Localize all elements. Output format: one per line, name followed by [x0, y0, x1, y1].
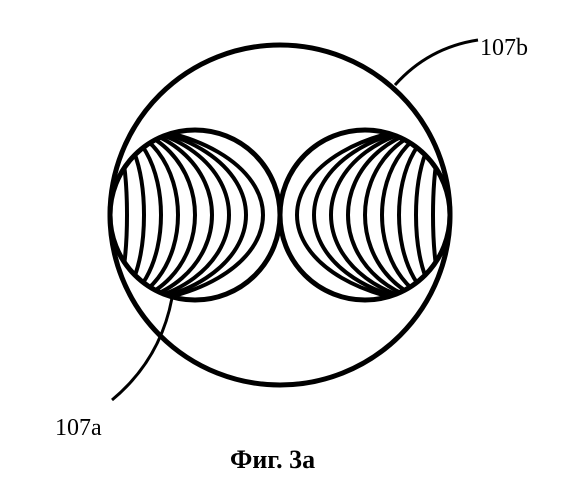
left-arcs [0, 126, 263, 304]
leader-107b [395, 40, 478, 85]
figure-caption-text: Фиг. 3a [230, 445, 315, 474]
right-arcs [297, 126, 570, 304]
label-107b: 107b [480, 35, 528, 62]
label-107b-text: 107b [480, 35, 528, 61]
label-107a: 107a [55, 415, 102, 442]
figure-caption: Фиг. 3a [230, 445, 315, 475]
label-107a-text: 107a [55, 415, 102, 441]
